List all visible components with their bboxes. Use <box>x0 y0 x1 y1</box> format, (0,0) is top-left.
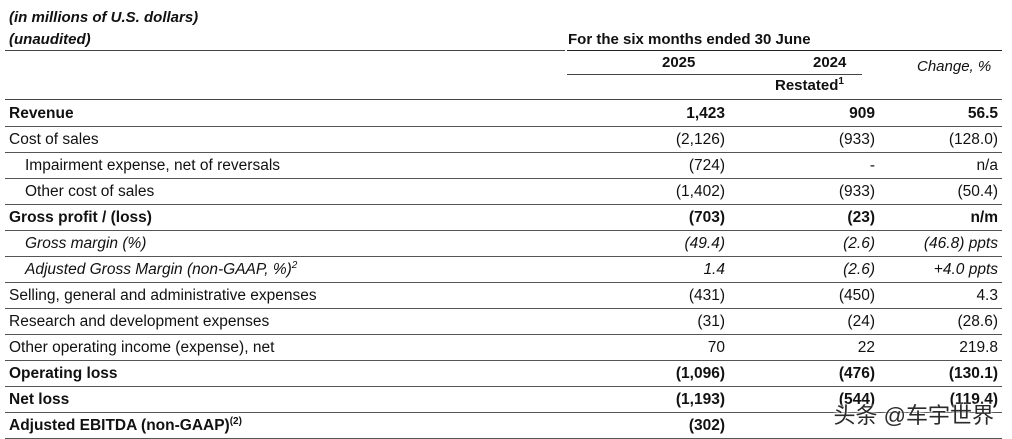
table-row: Operating loss (1,096) (476) (130.1) <box>5 360 1002 387</box>
table-row: Other operating income (expense), net 70 2… <box>5 334 1002 361</box>
row-label: Impairment expense, net of reversals <box>5 152 585 179</box>
value-2025: 1.4 <box>585 256 725 283</box>
top-rule <box>5 50 565 51</box>
row-label: Other operating income (expense), net <box>5 334 585 361</box>
value-2025: (302) <box>585 412 725 439</box>
row-label: Adjusted Gross Margin (non-GAAP, %)2 <box>5 256 585 283</box>
period-rule <box>567 50 1002 51</box>
row-label: Cost of sales <box>5 126 585 153</box>
change-percent: (128.0) <box>875 126 1002 153</box>
col-2025-heading: 2025 <box>662 54 696 71</box>
change-percent: (130.1) <box>875 360 1002 387</box>
table-row: Research and development expenses (31) (24… <box>5 308 1002 335</box>
change-percent: n/m <box>875 204 1002 231</box>
table-row: Other cost of sales (1,402) (933) (50.4) <box>5 178 1002 205</box>
table-row: Gross profit / (loss) (703) (23) n/m <box>5 204 1002 231</box>
restated-label: Restated1 <box>775 76 844 95</box>
change-percent: 56.5 <box>875 101 1002 127</box>
value-2024: (24) <box>725 308 875 335</box>
value-2025: (1,096) <box>585 360 725 387</box>
value-2025: (49.4) <box>585 230 725 257</box>
col-change-heading: Change, % <box>917 58 992 75</box>
value-2024: (2.6) <box>725 256 875 283</box>
row-label: Gross margin (%) <box>5 230 585 257</box>
value-2025: (31) <box>585 308 725 335</box>
units-note: (in millions of U.S. dollars) <box>9 9 199 26</box>
change-percent: (50.4) <box>875 178 1002 205</box>
value-2024: 909 <box>725 101 875 127</box>
change-percent: (119.4) <box>875 386 1002 413</box>
income-statement-table: Revenue 1,423 909 56.5 Cost of sales (2,126)(… <box>5 101 1002 439</box>
table-row: Adjusted Gross Margin (non-GAAP, %)2 1.4(… <box>5 256 1002 283</box>
table-row: Impairment expense, net of reversals (724… <box>5 152 1002 179</box>
period-heading: For the six months ended 30 June <box>568 31 811 48</box>
value-2025: (431) <box>585 282 725 309</box>
change-percent: n/a <box>875 152 1002 179</box>
change-percent: +4.0 ppts <box>875 256 1002 283</box>
value-2024: (2.6) <box>725 230 875 257</box>
row-label: Adjusted EBITDA (non-GAAP)(2) <box>5 412 585 439</box>
table-row: Revenue 1,423 909 56.5 <box>5 101 1002 127</box>
value-2024: (23) <box>725 204 875 231</box>
row-label: Operating loss <box>5 360 585 387</box>
value-2025: (724) <box>585 152 725 179</box>
row-label: Research and development expenses <box>5 308 585 335</box>
value-2025: (703) <box>585 204 725 231</box>
year-rule <box>567 74 862 75</box>
value-2024: (476) <box>725 360 875 387</box>
row-label: Other cost of sales <box>5 178 585 205</box>
change-percent: (46.8) ppts <box>875 230 1002 257</box>
unaudited-note: (unaudited) <box>9 31 91 48</box>
watermark: 头条 @车宇世界 <box>833 403 994 428</box>
row-label: Gross profit / (loss) <box>5 204 585 231</box>
header-bottom-rule <box>5 99 1002 100</box>
value-2025: 70 <box>585 334 725 361</box>
table-row: Selling, general and administrative expe… <box>5 282 1002 309</box>
change-percent: (28.6) <box>875 308 1002 335</box>
table-row: Gross margin (%) (49.4) (2.6) (46.8) ppts <box>5 230 1002 257</box>
value-2025: (1,402) <box>585 178 725 205</box>
value-2025: (1,193) <box>585 386 725 413</box>
change-percent: 4.3 <box>875 282 1002 309</box>
row-label: Net loss <box>5 386 585 413</box>
row-label: Selling, general and administrative expe… <box>5 282 585 309</box>
change-percent: 219.8 <box>875 334 1002 361</box>
value-2024: (933) <box>725 178 875 205</box>
value-2024: - <box>725 152 875 179</box>
table-row: Net loss (1,193) (544) (119.4) <box>5 386 1002 413</box>
value-2025: (2,126) <box>585 126 725 153</box>
value-2025: 1,423 <box>585 101 725 127</box>
table-row: Cost of sales (2,126) (933) (128.0) <box>5 126 1002 153</box>
value-2024: 22 <box>725 334 875 361</box>
row-label: Revenue <box>5 101 585 127</box>
col-2024-heading: 2024 <box>813 54 847 71</box>
value-2024: (544) <box>725 386 875 413</box>
value-2024: (933) <box>725 126 875 153</box>
value-2024: (450) <box>725 282 875 309</box>
